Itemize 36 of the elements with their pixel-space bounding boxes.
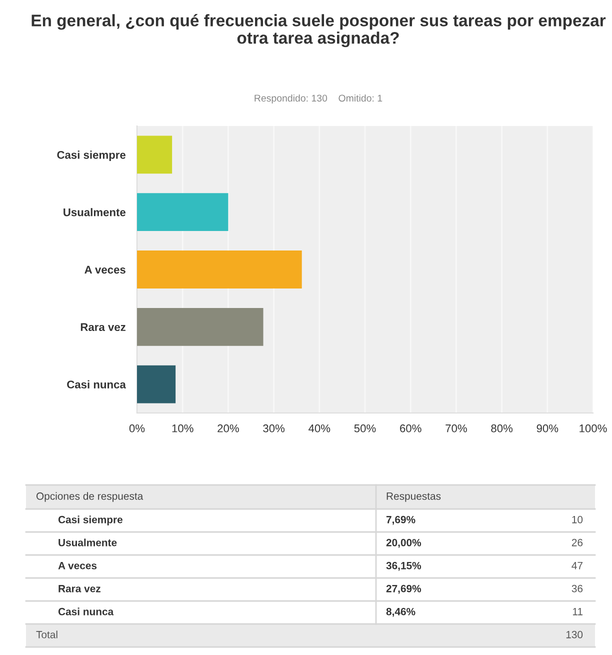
text: 36,15% (386, 562, 422, 571)
text: Respuestas (386, 492, 441, 502)
chart-title: En general, ¿con qué frecuencia suele posponer sus tareas por empezar otra tarea asignada? (32, 14, 606, 48)
category-label: Rara vez (58, 585, 100, 592)
x-tick-label: 40% (308, 424, 330, 432)
text: 47 (572, 562, 582, 570)
y-tick-label: Usualmente (64, 208, 126, 216)
text: 8,46% (386, 608, 416, 617)
text: 27,69% (386, 584, 422, 594)
x-tick-label: 100% (580, 424, 607, 432)
text: 130 (566, 630, 583, 638)
x-tick-label: 90% (536, 424, 558, 432)
chart-subtitle: Respondido: 130 Omitido: 1 (254, 94, 382, 104)
x-tick-label: 20% (218, 424, 239, 432)
text: 20,00% (386, 538, 422, 548)
text: Total (36, 630, 58, 638)
text: 7,69% (386, 516, 416, 525)
x-tick-label: 60% (400, 424, 422, 432)
text: 11 (572, 608, 582, 616)
y-tick-label: Rara vez (80, 323, 126, 332)
category-label: A veces (58, 562, 97, 570)
y-tick-label: Casi nunca (67, 380, 126, 388)
y-tick-label: Casi siempre (57, 150, 126, 162)
text: 36 (572, 584, 583, 592)
category-label: Usualmente (58, 538, 117, 546)
text: Opciones de respuesta (36, 492, 144, 502)
x-tick-label: 10% (172, 424, 194, 432)
x-tick-label: 70% (446, 424, 467, 432)
x-tick-label: 0% (129, 424, 145, 432)
x-tick-label: 30% (263, 424, 285, 432)
text: 26 (572, 538, 583, 546)
category-label: Casi nunca (58, 608, 114, 616)
x-tick-label: 80% (491, 424, 513, 432)
y-tick-label: A veces (84, 266, 126, 274)
text: 10 (572, 516, 583, 524)
x-tick-label: 50% (354, 424, 376, 432)
